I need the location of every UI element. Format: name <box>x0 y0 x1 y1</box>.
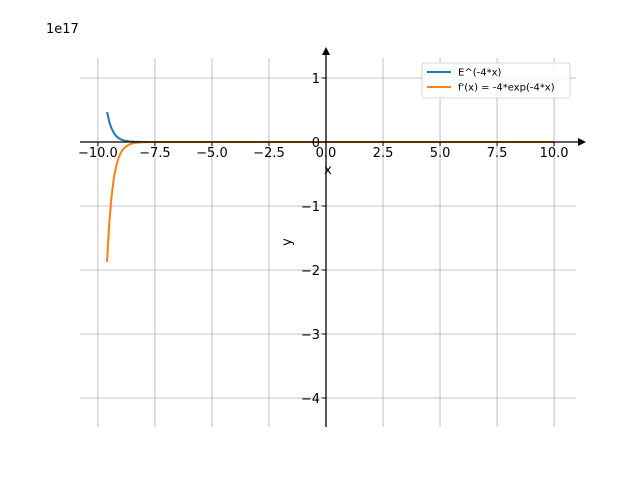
legend-label-1: f'(x) = -4*exp(-4*x) <box>458 83 555 94</box>
x-tick-label-6: 5.0 <box>430 146 451 161</box>
x-tick-label-2: −5.0 <box>196 146 228 161</box>
x-tick-label-3: −2.5 <box>253 146 285 161</box>
x-tick-label-5: 2.5 <box>373 146 394 161</box>
y-tick-label-4: −3 <box>301 328 320 343</box>
x-tick-label-8: 10.0 <box>540 146 569 161</box>
legend-box <box>421 62 571 99</box>
y-tick-label-1: 0 <box>312 136 320 151</box>
grid <box>80 58 576 427</box>
x-axis-arrow-icon <box>578 138 586 146</box>
y-tick-label-0: 1 <box>312 72 320 87</box>
x-tick-label-1: −7.5 <box>139 146 171 161</box>
x-tick-label-4: 0.0 <box>316 146 337 161</box>
x-tick-label-0: −10.0 <box>78 146 118 161</box>
y-axis-arrow-icon <box>322 47 330 55</box>
y-tick-label-3: −2 <box>301 264 320 279</box>
ticks: −10.0 −7.5 −5.0 −2.5 0.0 2.5 5.0 7.5 10.0 1 0 −1 −2 −… <box>78 72 569 407</box>
legend: E^(-4*x) f'(x) = -4*exp(-4*x) <box>421 62 571 99</box>
axes <box>80 47 586 427</box>
y-tick-label-5: −4 <box>301 392 320 407</box>
x-tick-label-7: 7.5 <box>487 146 508 161</box>
y-axis-label: y <box>280 238 295 246</box>
x-axis-label: x <box>324 163 332 178</box>
legend-label-0: E^(-4*x) <box>458 68 501 79</box>
y-tick-label-2: −1 <box>301 200 320 215</box>
offset-label: 1e17 <box>46 22 79 37</box>
series-line-0 <box>106 111 555 143</box>
series-group <box>106 111 555 262</box>
